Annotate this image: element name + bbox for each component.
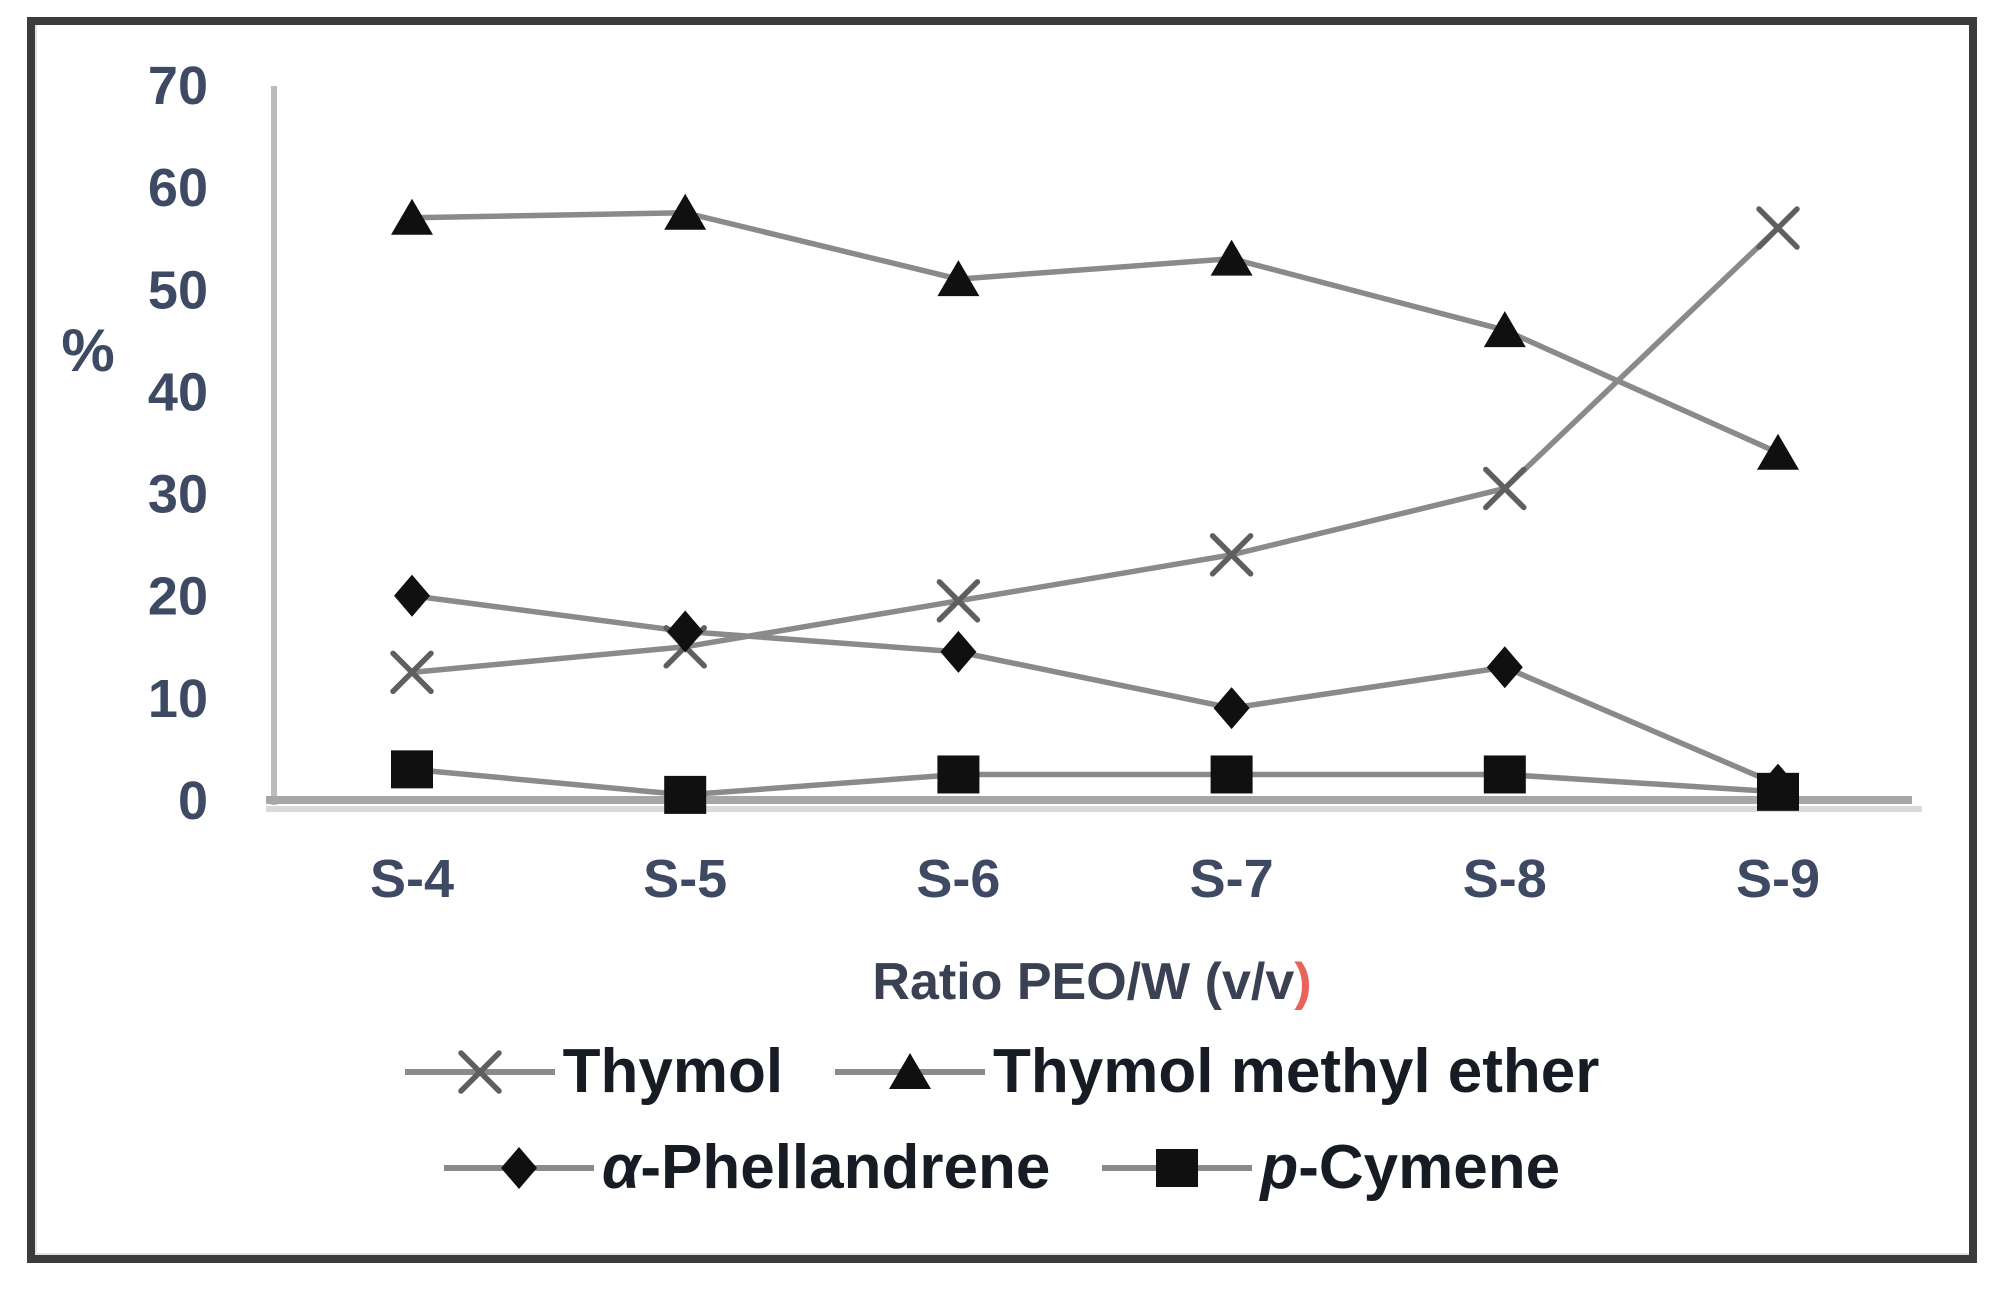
- y-axis-label-percent: %: [61, 317, 114, 384]
- thymol-methyl-ether-S-5-triangle-marker: [664, 193, 707, 230]
- y-tick-label-70: 70: [148, 56, 208, 116]
- legend-square-marker: [1156, 1149, 1199, 1187]
- x-legend-marker-icon: [404, 1050, 555, 1094]
- legend-label: Thymol: [563, 1041, 783, 1103]
- thymol-S-4-x-marker: [390, 650, 434, 695]
- p-cymene-S-7-square-marker: [1210, 755, 1253, 794]
- thymol-S-6-x-marker: [936, 579, 981, 623]
- triangle-legend-marker-icon: [835, 1053, 986, 1089]
- legend-label: Thymol methyl ether: [993, 1041, 1599, 1103]
- legend-triangle-marker: [889, 1053, 932, 1089]
- y-tick-label-50: 50: [148, 260, 208, 320]
- series-line-p-cymene: [411, 766, 1779, 798]
- x-tick-label-S-6: S-6: [916, 849, 1000, 909]
- thymol-S-9-x-marker: [1756, 206, 1800, 250]
- square-legend-marker-icon: [1102, 1149, 1253, 1187]
- y-tick-label-10: 10: [148, 669, 208, 729]
- x-tick-label-S-7: S-7: [1190, 849, 1274, 909]
- y-tick-label-0: 0: [178, 771, 208, 831]
- phellandrene-S-4-diamond-marker: [394, 574, 430, 617]
- series-markers-thymol-methyl-ether: [391, 193, 1799, 470]
- legend-item-square: p-Cymene: [1102, 1136, 1560, 1200]
- thymol-methyl-ether-S-4-triangle-marker: [391, 198, 433, 235]
- legend-x-marker: [457, 1050, 502, 1094]
- p-cymene-S-9-square-marker: [1757, 772, 1799, 811]
- series-line-thymol: [411, 226, 1780, 676]
- series-line-phellandrene: [411, 592, 1780, 788]
- thymol-methyl-ether-S-8-triangle-marker: [1483, 311, 1526, 348]
- thymol-S-7-x-marker: [1209, 533, 1254, 577]
- legend-label-text: Thymol methyl ether: [993, 1037, 1600, 1106]
- phellandrene-S-5-diamond-marker: [667, 610, 704, 653]
- series-line-thymol-methyl-ether: [411, 209, 1780, 456]
- legend-item-triangle: Thymol methyl ether: [835, 1040, 1599, 1104]
- series-markers-p-cymene: [391, 750, 1799, 814]
- legend-label: α-Phellandrene: [602, 1137, 1050, 1199]
- legend-label-text: -Phellandrene: [640, 1133, 1051, 1202]
- legend-item-x: Thymol: [404, 1040, 783, 1104]
- legend-diamond-marker: [500, 1147, 537, 1189]
- y-tick-label-60: 60: [148, 158, 208, 218]
- p-cymene-S-8-square-marker: [1483, 755, 1526, 794]
- legend-row-2: α-Phellandrene p-Cymene: [443, 1136, 1560, 1200]
- y-tick-label-40: 40: [148, 362, 208, 422]
- diamond-legend-marker-icon: [443, 1147, 594, 1189]
- thymol-methyl-ether-S-9-triangle-marker: [1757, 433, 1799, 470]
- x-tick-label-S-8: S-8: [1463, 849, 1547, 909]
- legend-row-1: Thymol Thymol methyl ether: [404, 1040, 1599, 1104]
- phellandrene-S-7-diamond-marker: [1213, 687, 1250, 730]
- thymol-S-8-x-marker: [1483, 466, 1527, 511]
- series-markers-phellandrene: [394, 574, 1796, 806]
- p-cymene-S-6-square-marker: [937, 755, 980, 794]
- p-cymene-S-4-square-marker: [391, 750, 433, 789]
- x-axis-title-paren: ): [1294, 953, 1312, 1011]
- legend-label-text: Thymol: [562, 1037, 784, 1106]
- thymol-methyl-ether-S-6-triangle-marker: [937, 260, 980, 297]
- y-tick-label-20: 20: [148, 567, 208, 627]
- phellandrene-S-8-diamond-marker: [1486, 646, 1523, 689]
- legend-label-italic-prefix: α: [601, 1133, 641, 1202]
- thymol-methyl-ether-S-7-triangle-marker: [1210, 239, 1253, 276]
- x-axis-title: Ratio PEO/W (v/v): [272, 952, 1912, 1012]
- x-tick-label-S-4: S-4: [370, 849, 454, 909]
- legend-label: p-Cymene: [1260, 1137, 1560, 1199]
- legend-label-italic-prefix: p: [1260, 1133, 1299, 1202]
- figure-frame: [27, 17, 1977, 1263]
- x-tick-label-S-5: S-5: [643, 849, 727, 909]
- phellandrene-S-6-diamond-marker: [940, 630, 977, 673]
- p-cymene-S-5-square-marker: [664, 775, 707, 814]
- chart-legend: Thymol Thymol methyl ether α-Phellandrene p…: [27, 1040, 1977, 1200]
- legend-item-diamond: α-Phellandrene: [443, 1136, 1050, 1200]
- x-tick-label-S-9: S-9: [1736, 849, 1820, 909]
- legend-label-text: -Cymene: [1298, 1133, 1561, 1202]
- y-tick-label-30: 30: [148, 465, 208, 525]
- x-axis-title-text: Ratio PEO/W (v/v: [872, 953, 1295, 1011]
